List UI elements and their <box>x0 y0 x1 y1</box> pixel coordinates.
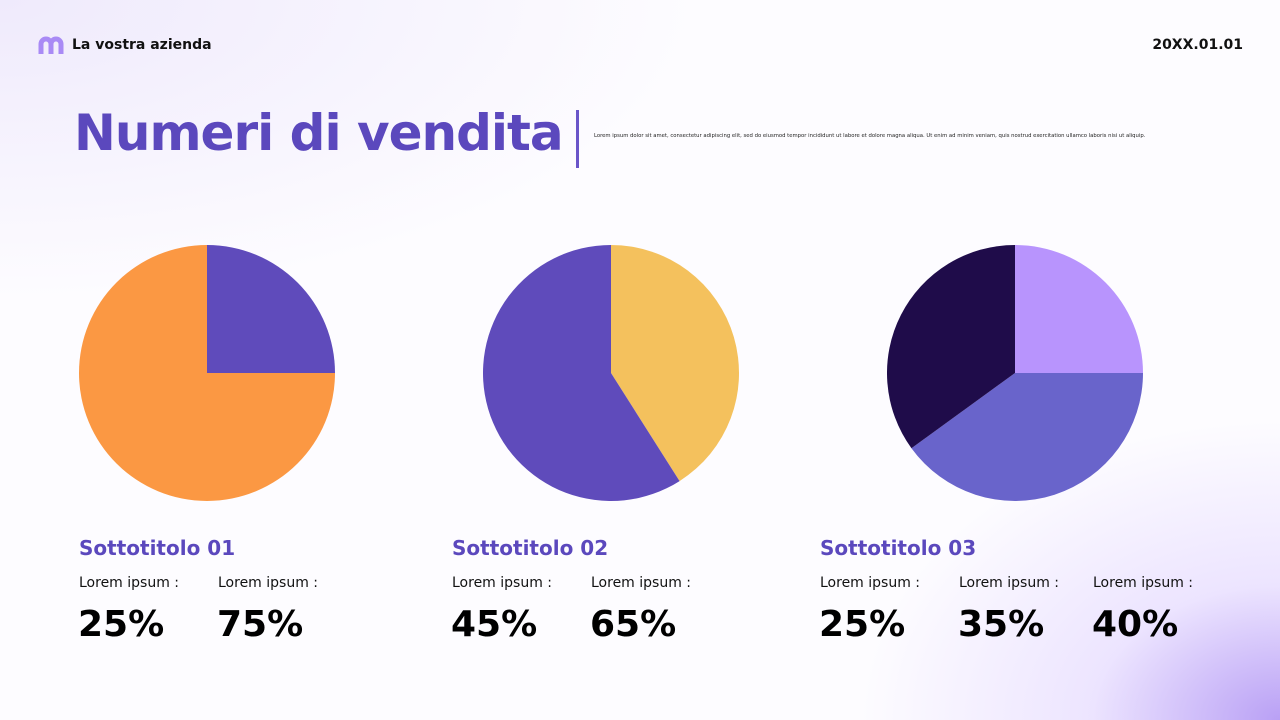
description: Lorem ipsum dolor sit amet, consectetur … <box>594 133 1146 139</box>
pie-slice <box>1015 245 1143 373</box>
stat-value: 25% <box>78 604 165 645</box>
stat-label: Lorem ipsum : <box>1093 575 1194 591</box>
company-name: La vostra azienda <box>72 37 212 53</box>
logo-icon <box>38 36 64 54</box>
pie-chart-1 <box>79 245 335 501</box>
pie-slice <box>887 245 1015 449</box>
stat-value: 75% <box>217 604 304 645</box>
page-title: Numeri di vendita <box>74 104 564 162</box>
stat-value: 45% <box>451 604 538 645</box>
subtitle-1: Sottotitolo 01 <box>79 536 236 560</box>
stat-label: Lorem ipsum : <box>959 575 1060 591</box>
pie-slice <box>911 373 1143 501</box>
stat-label: Lorem ipsum : <box>820 575 921 591</box>
stat-value: 40% <box>1092 604 1179 645</box>
stat-value: 65% <box>590 604 677 645</box>
pie-chart-3 <box>887 245 1143 501</box>
date: 20XX.01.01 <box>1152 37 1243 53</box>
stat-label: Lorem ipsum : <box>79 575 180 591</box>
stat-label: Lorem ipsum : <box>591 575 692 591</box>
stat-value: 25% <box>819 604 906 645</box>
pie-slice <box>483 245 680 501</box>
pie-slice <box>611 245 739 482</box>
divider <box>576 110 579 168</box>
pie-slice <box>79 245 335 501</box>
subtitle-2: Sottotitolo 02 <box>452 536 609 560</box>
company-logo: La vostra azienda <box>38 36 212 54</box>
pie-slice <box>207 245 335 373</box>
subtitle-3: Sottotitolo 03 <box>820 536 977 560</box>
pie-chart-2 <box>483 245 739 501</box>
stat-label: Lorem ipsum : <box>218 575 319 591</box>
stat-label: Lorem ipsum : <box>452 575 553 591</box>
stat-value: 35% <box>958 604 1045 645</box>
